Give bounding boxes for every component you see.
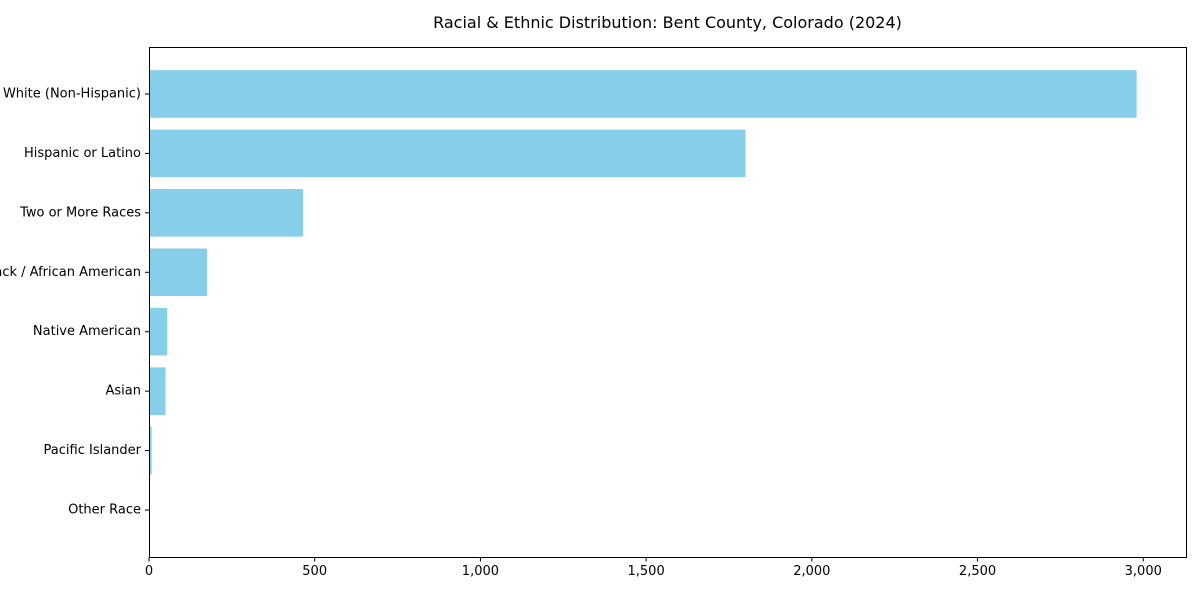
x-tick-label-2: 1,000 [462,564,499,579]
x-tick-label-5: 2,500 [959,564,996,579]
x-tick-label-4: 2,000 [793,564,830,579]
bar-5 [149,367,166,415]
x-tick-label-0: 0 [145,564,153,579]
bar-2 [149,189,304,237]
bar-1 [149,129,746,178]
bar-3 [149,248,207,297]
y-tick-label-6: Pacific Islander [44,443,142,458]
y-tick-label-2: Two or More Races [19,205,141,220]
y-tick-label-0: White (Non-Hispanic) [3,86,141,101]
y-tick-label-1: Hispanic or Latino [24,146,141,161]
bar-4 [149,307,168,356]
y-tick-label-5: Asian [106,384,141,399]
y-tick-label-7: Other Race [68,503,141,518]
x-tick-label-6: 3,000 [1125,564,1162,579]
y-tick-label-4: Native American [33,324,141,339]
x-tick-label-1: 500 [302,564,327,579]
y-tick-label-3: Black / African American [0,265,141,280]
chart-title: Racial & Ethnic Distribution: Bent Count… [433,13,902,32]
bar-0 [149,70,1137,118]
plot-border [149,47,1187,558]
x-tick-label-3: 1,500 [628,564,665,579]
bar-6 [149,426,152,475]
